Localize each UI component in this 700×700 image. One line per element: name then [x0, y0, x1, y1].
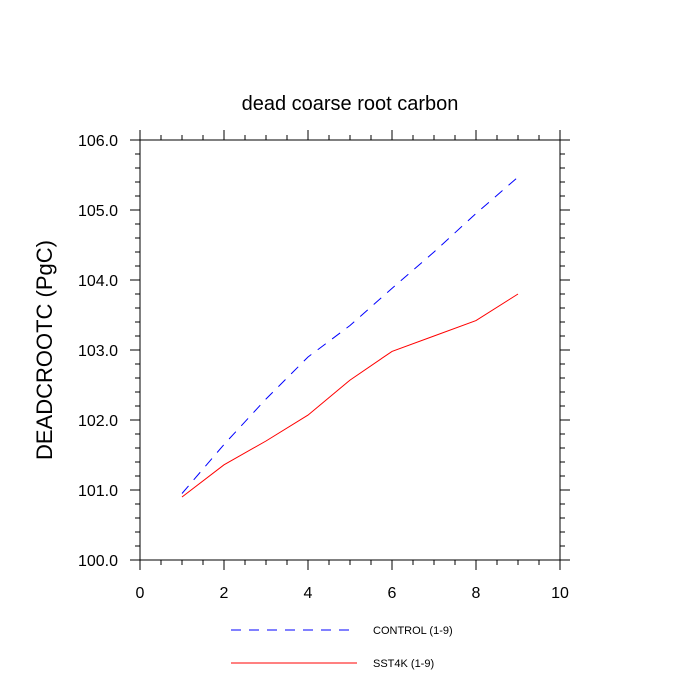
series-line-control	[181, 176, 519, 494]
x-tick-label: 4	[304, 585, 313, 602]
x-tick-label: 2	[220, 585, 229, 602]
y-tick-label: 102.0	[78, 413, 118, 430]
chart-title: dead coarse root carbon	[242, 93, 459, 115]
y-tick-label: 103.0	[78, 343, 118, 360]
axis-ticks	[130, 130, 570, 570]
x-tick-label: 8	[472, 585, 481, 602]
y-tick-label: 101.0	[78, 483, 118, 500]
series-line-sst4k	[181, 293, 519, 498]
plot-frame	[139, 139, 561, 561]
legend-label: SST4K (1-9)	[373, 658, 434, 670]
series-lines	[181, 176, 519, 498]
tick-labels: 0 2 4 6 8 10 100.0 101.0 102.0 103.0 104.0 105.0 106…	[78, 133, 569, 602]
legend-label: CONTROL (1-9)	[373, 625, 453, 637]
y-tick-label: 106.0	[78, 133, 118, 150]
x-tick-label: 10	[551, 585, 569, 602]
x-tick-label: 6	[388, 585, 397, 602]
x-tick-label: 0	[136, 585, 145, 602]
y-tick-label: 100.0	[78, 553, 118, 570]
y-tick-label: 104.0	[78, 273, 118, 290]
y-axis-label: DEADCROOTC (PgC)	[32, 240, 57, 460]
legend: CONTROL (1-9) SST4K (1-9)	[231, 625, 453, 670]
y-tick-label: 105.0	[78, 203, 118, 220]
